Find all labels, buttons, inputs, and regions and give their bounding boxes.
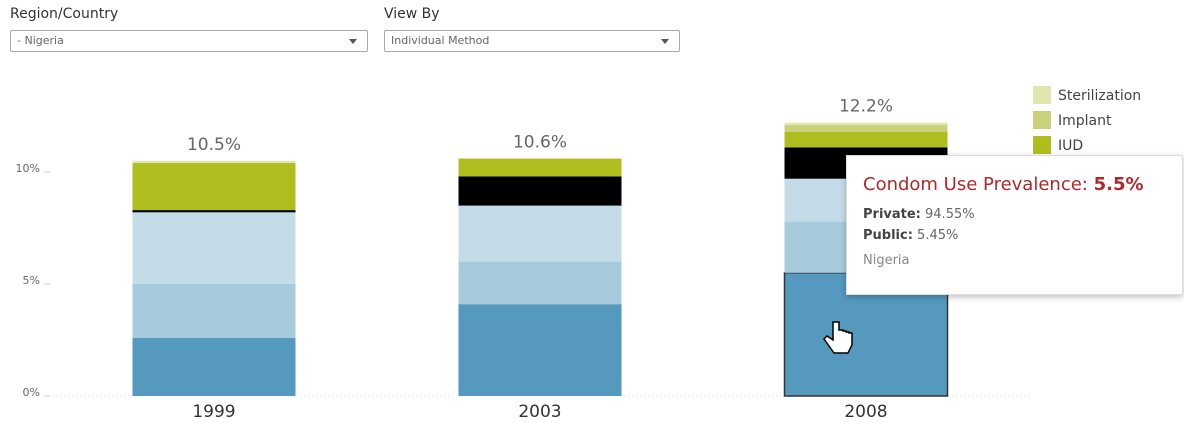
- tooltip-row-label: Public:: [863, 228, 913, 243]
- total-label: 12.2%: [839, 97, 893, 117]
- bar-segment: [132, 163, 296, 211]
- legend-label: Implant: [1058, 113, 1112, 129]
- bar-segment: [132, 160, 296, 164]
- tooltip-row-label: Private:: [863, 207, 921, 222]
- tooltip-row-value: 94.55%: [925, 207, 975, 222]
- bar-segment: [132, 210, 296, 213]
- bar-segment: [458, 205, 622, 262]
- legend-swatch: [1033, 111, 1051, 129]
- bar-segment: [132, 284, 296, 338]
- tooltip-title: Condom Use Prevalence: 5.5%: [863, 174, 1182, 195]
- bar-segment: [132, 212, 296, 284]
- cursor: [823, 321, 853, 354]
- total-label: 10.6%: [513, 133, 567, 153]
- tooltip-footer: Nigeria: [863, 253, 910, 268]
- tooltip-row: Public: 5.45%: [863, 228, 1182, 243]
- tooltip-value: 5.5%: [1093, 174, 1144, 195]
- tooltip-row: Private: 94.55%: [863, 207, 1182, 222]
- region-select[interactable]: - Nigeria: [10, 30, 368, 52]
- bar-segment: [458, 176, 622, 206]
- region-label: Region/Country: [10, 6, 119, 22]
- x-tick-label: 2008: [844, 402, 887, 422]
- tooltip: Condom Use Prevalence: 5.5% Private: 94.…: [846, 155, 1183, 295]
- x-tick-label: 2003: [518, 402, 561, 422]
- tooltip-title-text: Condom Use Prevalence:: [863, 174, 1088, 195]
- bar-segment: [458, 158, 622, 177]
- view-label: View By: [384, 6, 440, 22]
- legend-swatch: [1033, 136, 1051, 154]
- bar-segment: [458, 304, 622, 396]
- y-tick-label: 10%: [16, 162, 40, 175]
- bar-segment: [458, 261, 622, 305]
- total-label: 10.5%: [187, 135, 241, 155]
- y-tick-label: 0%: [23, 386, 40, 399]
- legend-swatch: [1033, 86, 1051, 104]
- tooltip-row-value: 5.45%: [917, 228, 959, 243]
- y-tick-label: 5%: [23, 274, 40, 287]
- bar-segment: [784, 124, 948, 132]
- legend-label: Sterilization: [1058, 88, 1141, 104]
- legend-label: IUD: [1058, 138, 1083, 154]
- x-tick-label: 1999: [192, 402, 235, 422]
- view-select[interactable]: Individual Method: [384, 30, 680, 52]
- bar-segment: [132, 337, 296, 396]
- bar-segment: [784, 122, 948, 125]
- bar-segment: [784, 131, 948, 148]
